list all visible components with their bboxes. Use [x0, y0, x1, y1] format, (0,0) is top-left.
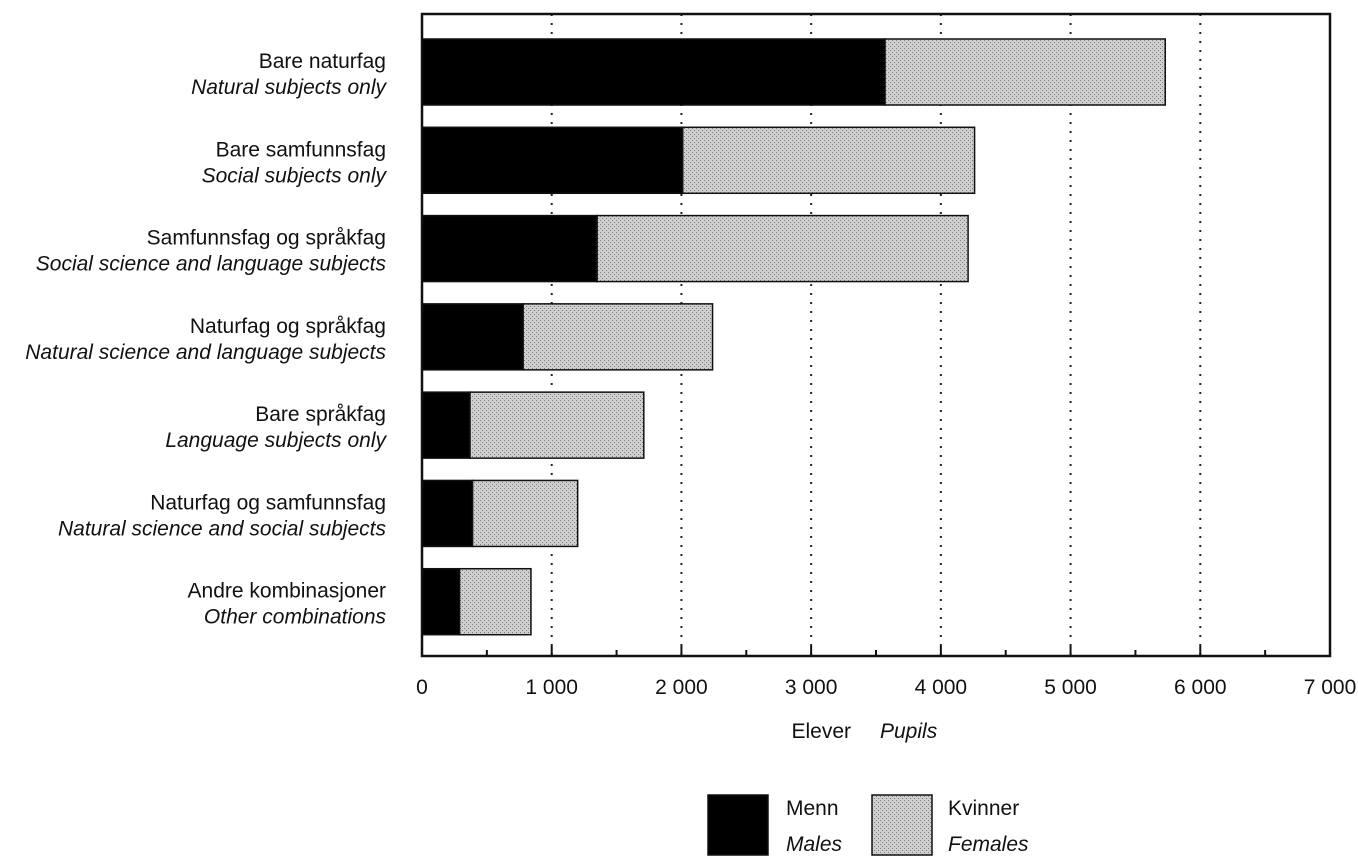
- bar-females: [596, 214, 969, 283]
- bar-males: [421, 567, 461, 636]
- x-tick-label: 2 000: [655, 676, 708, 699]
- x-tick-label: 6 000: [1174, 676, 1227, 699]
- bar-females: [469, 391, 645, 459]
- category-label: Naturfag og språkfag: [190, 315, 386, 338]
- legend-label-males: Males: [786, 833, 843, 856]
- category-label-en: Natural subjects only: [191, 76, 387, 99]
- x-axis-title: Elever: [791, 720, 851, 743]
- x-axis-title-en: Pupils: [880, 720, 938, 743]
- bar-males: [421, 126, 684, 195]
- bar-females: [884, 38, 1167, 106]
- x-tick-label: 4 000: [915, 676, 968, 699]
- category-label: Andre kombinasjoner: [188, 580, 386, 603]
- bar-females: [458, 567, 532, 636]
- legend-swatch-females: [871, 794, 933, 856]
- x-tick-label: 7 000: [1304, 676, 1357, 699]
- bar-males: [421, 38, 886, 106]
- legend: Menn Males Kvinner Females: [707, 794, 1029, 856]
- category-label-en: Social subjects only: [202, 164, 388, 187]
- bar-males: [421, 479, 474, 548]
- category-labels: Bare naturfag Natural subjects only Bare s…: [25, 50, 387, 629]
- category-label: Bare naturfag: [259, 50, 386, 73]
- category-label-en: Social science and language subjects: [36, 253, 387, 276]
- legend-label-menn: Menn: [786, 797, 839, 820]
- bar-males: [421, 214, 598, 283]
- bar-males: [421, 391, 471, 459]
- bars: [421, 38, 1167, 636]
- category-label-en: Language subjects only: [165, 429, 387, 452]
- bar-females: [471, 479, 579, 548]
- x-tick-label: 3 000: [785, 676, 838, 699]
- legend-label-females: Females: [948, 833, 1029, 856]
- x-tick-label: 1 000: [525, 676, 578, 699]
- legend-label-kvinner: Kvinner: [948, 797, 1019, 820]
- category-label: Naturfag og samfunnsfag: [150, 491, 386, 514]
- category-label-en: Natural science and social subjects: [58, 517, 387, 540]
- x-tick-label: 5 000: [1044, 676, 1097, 699]
- category-label: Bare samfunnsfag: [216, 138, 386, 161]
- bar-females: [681, 126, 976, 195]
- bar-males: [421, 303, 524, 371]
- category-label-en: Other combinations: [204, 606, 387, 629]
- x-tick-label: 0: [416, 676, 428, 699]
- bar-females: [522, 303, 714, 371]
- category-label: Bare språkfag: [255, 403, 386, 426]
- x-axis: 0 1 000 2 000 3 000 4 000 5 000 6 000 7 000: [416, 646, 1356, 699]
- category-label: Samfunnsfag og språkfag: [147, 227, 386, 250]
- legend-swatch-males: [707, 794, 769, 856]
- category-label-en: Natural science and language subjects: [25, 341, 386, 364]
